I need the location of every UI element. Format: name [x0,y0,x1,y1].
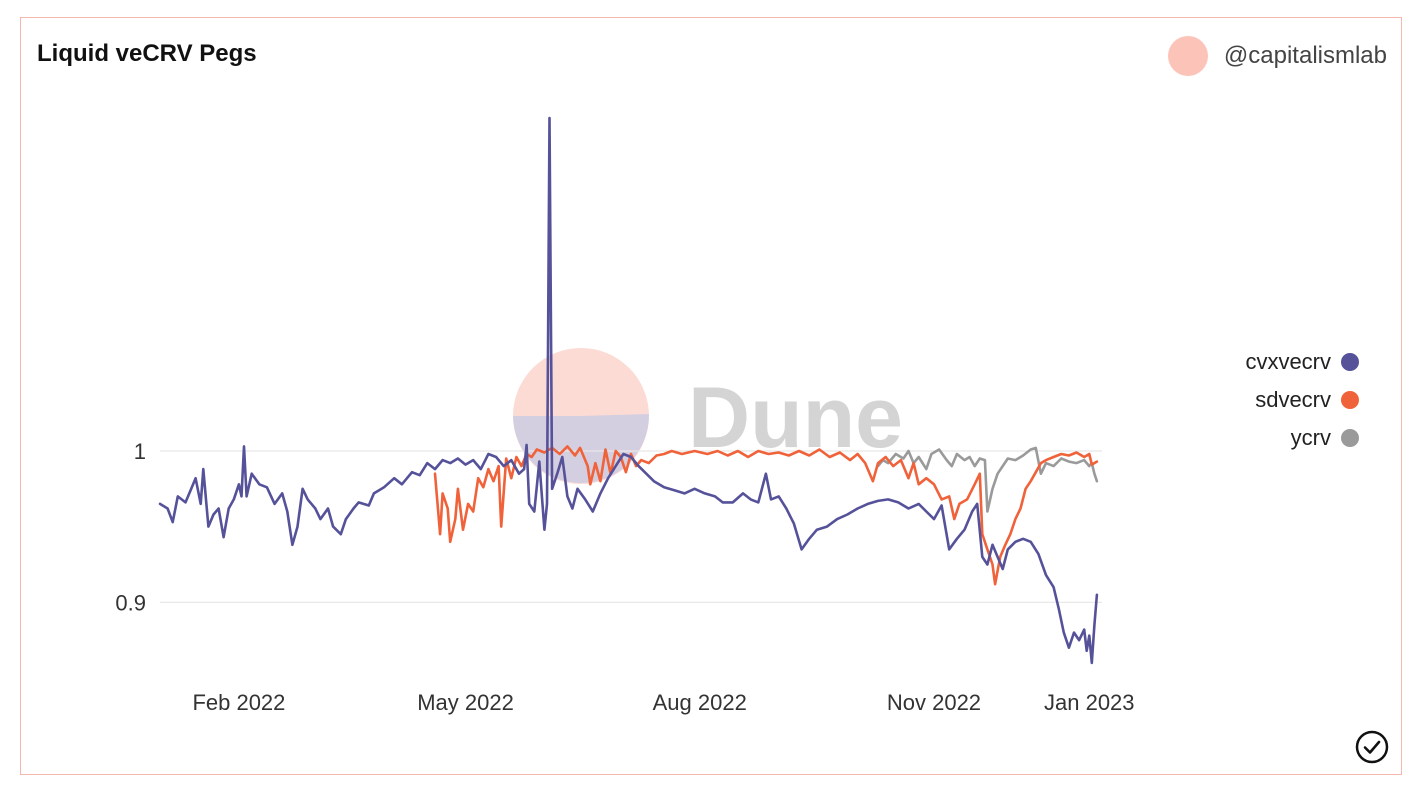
legend-label: cvxvecrv [1245,349,1331,374]
legend-swatch [1341,353,1359,371]
chart-card: Liquid veCRV Pegs @capitalismlab cvxvecr… [20,17,1402,775]
x-tick-label: Feb 2022 [192,690,285,715]
series-line-cvxvecrv[interactable] [158,116,1099,665]
x-tick-label: Aug 2022 [653,690,747,715]
legend-label: sdvecrv [1255,387,1331,412]
y-axis: 0.91 [115,439,146,615]
legend: cvxvecrv sdvecrv ycrv [1229,343,1359,457]
legend-item-ycrv[interactable]: ycrv [1229,419,1359,457]
y-tick-label: 1 [134,439,146,464]
legend-label: ycrv [1290,425,1331,450]
dune-watermark: Dune [513,348,903,484]
series-line-ycrv[interactable] [876,446,1099,513]
series-line-sdvecrv[interactable] [433,445,1099,586]
x-tick-label: Nov 2022 [887,690,981,715]
legend-swatch [1341,429,1359,447]
y-tick-label: 0.9 [115,590,146,615]
legend-swatch [1341,391,1359,409]
check-circle-icon[interactable] [1355,730,1389,764]
x-tick-label: May 2022 [417,690,514,715]
brand-badge[interactable]: @capitalismlab [1167,36,1387,76]
series-lines [158,116,1099,665]
watermark-text: Dune [688,370,903,466]
legend-item-sdvecrv[interactable]: sdvecrv [1229,381,1359,419]
chart-title: Liquid veCRV Pegs [37,40,257,67]
dune-logo-icon [1167,36,1208,76]
grid-lines [160,450,1102,603]
brand-handle[interactable]: @capitalismlab [1223,42,1387,69]
x-axis: Feb 2022 May 2022 Aug 2022 Nov 2022 Jan 2023 [192,690,1134,715]
x-tick-label: Jan 2023 [1044,690,1135,715]
legend-item-cvxvecrv[interactable]: cvxvecrv [1229,343,1359,381]
